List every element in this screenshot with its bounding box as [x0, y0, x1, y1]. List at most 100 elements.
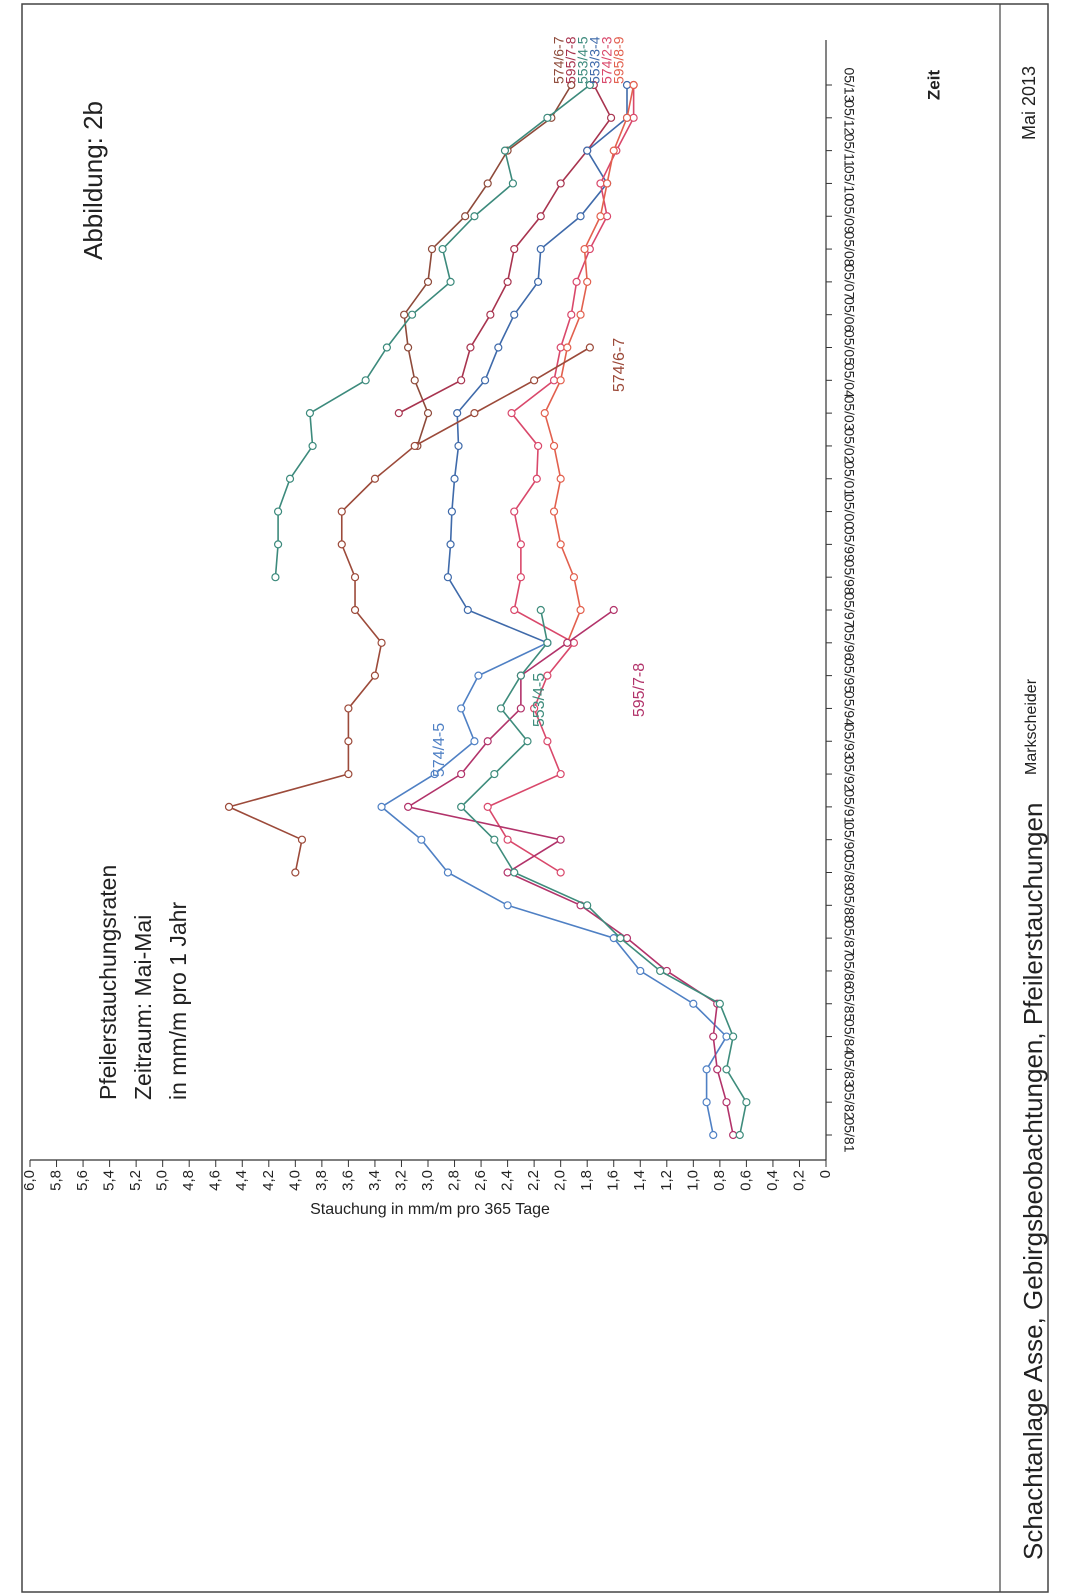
- data-point: [556, 376, 565, 385]
- y-tick-label: 1,8: [578, 1170, 595, 1191]
- series-line: [403, 84, 572, 447]
- data-point: [556, 769, 565, 779]
- series-line: [447, 85, 628, 644]
- y-tick-label: 5,4: [101, 1170, 118, 1191]
- data-point: [483, 737, 492, 746]
- y-tick-label: 5,2: [127, 1170, 144, 1191]
- data-point: [609, 605, 618, 615]
- data-point: [224, 802, 234, 811]
- data-point: [450, 474, 459, 483]
- chart-subtitle: in mm/m pro 1 Jahr: [165, 902, 191, 1100]
- y-tick-label: 1,2: [658, 1170, 675, 1191]
- x-axis-title: Zeit: [924, 70, 943, 101]
- y-tick-label: 2,6: [472, 1170, 489, 1191]
- x-tick-label: 05/81: [841, 1117, 857, 1152]
- data-point: [273, 540, 283, 549]
- data-point: [447, 507, 456, 516]
- data-point: [543, 671, 552, 680]
- data-point: [516, 540, 525, 549]
- data-point: [549, 507, 559, 516]
- y-tick-label: 2,0: [552, 1170, 569, 1191]
- data-point: [430, 769, 439, 779]
- data-point: [602, 212, 612, 221]
- data-point: [709, 1130, 718, 1140]
- series-label: 574/4-5: [431, 723, 448, 777]
- data-point: [404, 802, 413, 811]
- data-point: [510, 244, 519, 254]
- y-tick-label: 0,4: [764, 1170, 781, 1191]
- series-line: [380, 642, 728, 1136]
- data-point: [490, 769, 499, 779]
- data-point: [503, 901, 512, 910]
- data-point: [536, 605, 545, 615]
- data-point: [729, 1130, 738, 1140]
- data-point: [510, 605, 519, 615]
- data-point: [549, 376, 559, 385]
- data-point: [461, 212, 470, 221]
- data-point: [585, 343, 594, 352]
- data-point: [377, 802, 386, 811]
- data-point: [344, 769, 353, 779]
- series-line: [543, 84, 635, 644]
- legend-label: 595/8-9: [611, 36, 627, 84]
- y-tick-label: 4,4: [233, 1170, 250, 1191]
- data-point: [532, 474, 541, 483]
- y-tick-label: 4,0: [286, 1170, 303, 1191]
- y-tick-label: 4,8: [180, 1170, 197, 1191]
- data-point: [382, 343, 391, 352]
- legend-label: 553/3-4: [587, 36, 603, 84]
- data-point: [443, 573, 452, 582]
- data-point: [516, 573, 525, 582]
- data-point: [656, 966, 665, 976]
- x-tick-label: 05/86: [841, 953, 857, 988]
- x-tick-label: 05/87: [841, 921, 857, 956]
- x-tick-label: 05/91: [841, 789, 857, 824]
- data-point: [423, 277, 433, 286]
- data-point: [556, 474, 565, 483]
- y-tick-label: 3,4: [366, 1170, 383, 1191]
- data-point: [596, 212, 605, 221]
- data-point: [523, 737, 532, 746]
- data-point: [394, 409, 403, 418]
- data-point: [508, 179, 518, 188]
- x-tick-label: 05/93: [841, 724, 857, 759]
- data-point: [453, 409, 462, 418]
- data-point: [534, 277, 543, 286]
- data-point: [466, 343, 475, 352]
- data-point: [569, 573, 579, 582]
- data-point: [585, 80, 594, 90]
- data-point: [507, 409, 516, 418]
- data-point: [576, 310, 585, 319]
- data-point: [536, 244, 545, 254]
- data-point: [583, 146, 592, 155]
- x-tick-label: 05/94: [841, 691, 857, 726]
- y-tick-label: 2,8: [446, 1170, 463, 1191]
- x-tick-label: 05/12: [841, 100, 857, 135]
- rotated-sheet: Abbildung: 2b Pfeilerstauchungsraten Zei…: [21, 3, 1049, 1593]
- y-tick-label: 1,6: [605, 1170, 622, 1191]
- data-point: [407, 310, 417, 319]
- data-point: [474, 671, 483, 680]
- data-point: [438, 244, 447, 254]
- y-tick-label: 1,4: [631, 1170, 648, 1191]
- data-point: [297, 835, 307, 844]
- data-point: [470, 409, 479, 418]
- x-tick-label: 05/05: [841, 330, 857, 365]
- x-tick-label: 05/06: [841, 297, 857, 332]
- series-label: 574/6-7: [611, 338, 628, 392]
- x-tick-label: 05/84: [841, 1019, 857, 1054]
- data-point: [735, 1130, 744, 1140]
- y-tick-label: 6,0: [21, 1170, 38, 1191]
- y-tick-label: 0,6: [737, 1170, 754, 1191]
- footer: Schachtanlage Asse, Gebirgsbeobachtungen…: [1018, 803, 1048, 1560]
- data-point: [709, 1032, 718, 1041]
- data-point: [576, 605, 585, 615]
- data-point: [576, 212, 585, 221]
- data-point: [273, 507, 283, 516]
- data-point: [457, 376, 466, 385]
- data-point: [606, 113, 616, 122]
- data-point: [377, 638, 386, 647]
- data-point: [516, 671, 525, 680]
- data-point: [549, 441, 559, 451]
